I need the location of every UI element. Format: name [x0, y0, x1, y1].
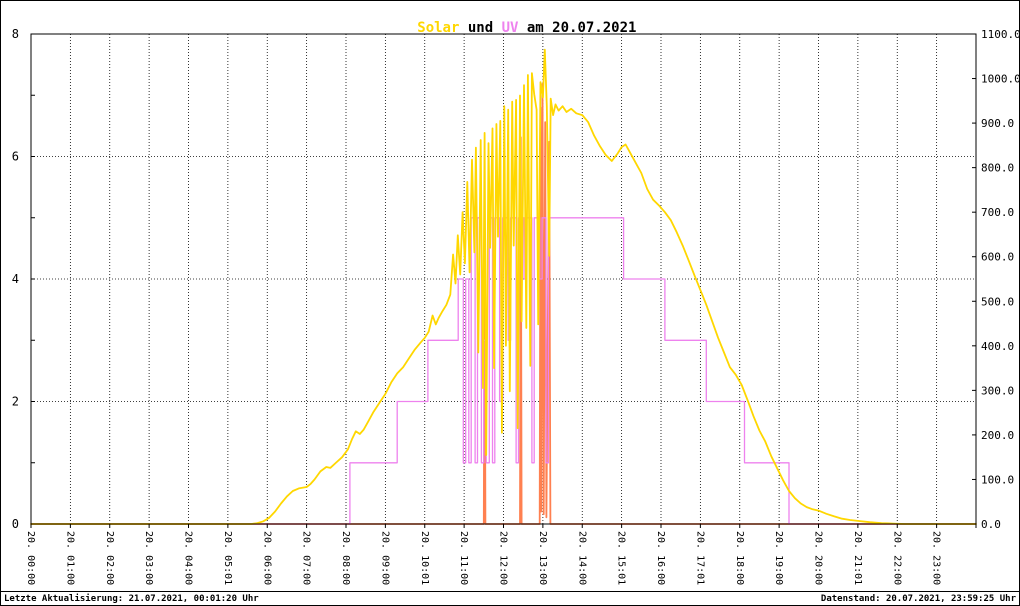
status-bar: Letzte Aktualisierung: 21.07.2021, 00:01…	[1, 591, 1019, 605]
left-axis-label: 0	[12, 517, 19, 531]
right-axis-label: 700.0	[981, 206, 1014, 219]
x-axis-label: 20. 13:00	[537, 531, 548, 585]
title-series-uv: UV	[501, 20, 519, 36]
x-axis-label: 20. 21:01	[852, 531, 863, 585]
title-series-solar: Solar	[417, 20, 460, 36]
right-axis-label: 100.0	[981, 473, 1014, 486]
x-axis-label: 20. 06:00	[261, 531, 272, 585]
x-axis-label: 20. 17:01	[694, 531, 705, 585]
x-axis-label: 20. 14:00	[576, 531, 587, 585]
left-axis-label: 4	[12, 272, 19, 286]
x-axis-label: 20. 08:00	[340, 531, 351, 585]
x-axis-label: 20. 04:00	[183, 531, 194, 585]
right-axis-label: 200.0	[981, 429, 1014, 442]
x-axis-label: 20. 02:00	[104, 531, 115, 585]
x-axis-label: 20. 00:00	[25, 531, 36, 585]
x-axis-label: 20. 23:00	[931, 531, 942, 585]
left-axis-label: 6	[12, 150, 19, 164]
right-axis-label: 400.0	[981, 340, 1014, 353]
left-axis-label: 2	[12, 395, 19, 409]
chart-plot-area: 0 2 4 6 8 0.0 100.0 200.0 300.0 400.0 500.0 600.0 70…	[12, 27, 1019, 585]
series-solar	[30, 48, 977, 525]
right-axis-label: 600.0	[981, 251, 1014, 264]
x-axis-label: 20. 11:00	[458, 531, 469, 585]
x-axis-label: 20. 10:01	[419, 531, 430, 585]
x-axis-label: 20. 22:00	[891, 531, 902, 585]
x-axis-label: 20. 12:00	[498, 531, 509, 585]
right-axis-label: 0.0	[981, 518, 1001, 531]
chart-title: Solar und UV am 20.07.2021	[1, 4, 1019, 52]
right-axis-label: 900.0	[981, 117, 1014, 130]
x-axis-label: 20. 16:00	[655, 531, 666, 585]
x-axis-label: 20. 09:00	[379, 531, 390, 585]
left-axis-label: 8	[12, 27, 19, 41]
x-axis-label: 20. 03:00	[143, 531, 154, 585]
x-axis-label: 20. 18:00	[734, 531, 745, 585]
right-axis-label: 800.0	[981, 162, 1014, 175]
right-axis-label: 1000.0	[981, 73, 1019, 86]
right-axis-label: 500.0	[981, 295, 1014, 308]
last-update-text: Letzte Aktualisierung: 21.07.2021, 00:01…	[4, 593, 259, 604]
right-axis-label: 300.0	[981, 384, 1014, 397]
x-axis-label: 20. 19:00	[773, 531, 784, 585]
title-date: am 20.07.2021	[518, 20, 637, 36]
data-state-text: Datenstand: 20.07.2021, 23:59:25 Uhr	[820, 593, 1016, 604]
x-axis-label: 20. 15:01	[616, 531, 627, 585]
x-axis-label: 20. 05:01	[222, 531, 233, 585]
x-axis-label: 20. 07:00	[301, 531, 312, 585]
x-axis-label: 20. 20:00	[813, 531, 824, 585]
right-axis-label: 1100.0	[981, 28, 1019, 41]
x-axis-label: 20. 01:00	[64, 531, 75, 585]
title-conjunction: und	[459, 20, 502, 36]
